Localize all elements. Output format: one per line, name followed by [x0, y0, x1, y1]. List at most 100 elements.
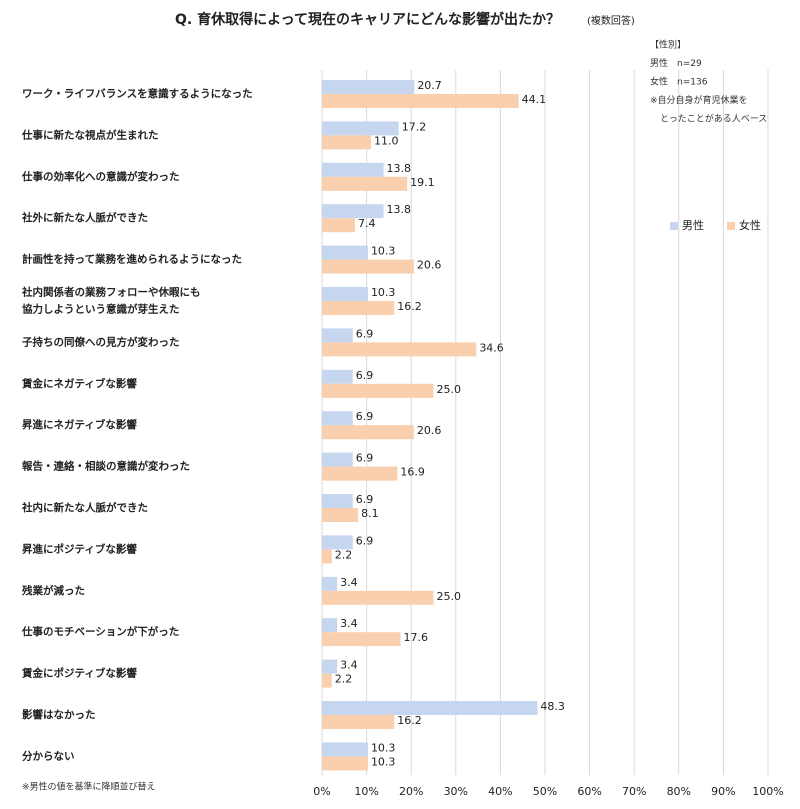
bar	[322, 659, 338, 674]
x-tick-label: 90%	[711, 785, 735, 798]
note: とったことがある人ベース	[660, 113, 767, 125]
bar	[322, 618, 338, 633]
category-label: 影響はなかった	[22, 708, 96, 721]
bar	[322, 121, 399, 136]
bar	[322, 549, 332, 564]
category-label: 昇進にネガティブな影響	[22, 418, 137, 431]
x-tick-label: 40%	[488, 785, 512, 798]
bar	[322, 80, 415, 94]
value-label: 16.2	[397, 300, 422, 313]
category-label: 計画性を持って業務を進められるようになった	[22, 253, 242, 266]
value-label: 7.4	[358, 217, 376, 230]
category-label: 社内に新たな人脈ができた	[21, 501, 148, 514]
category-label: 仕事に新たな視点が生まれた	[21, 128, 159, 141]
value-label: 6.9	[356, 534, 374, 547]
value-label: 16.9	[400, 466, 425, 479]
bar	[322, 425, 414, 440]
bar	[322, 673, 332, 688]
x-tick-label: 100%	[752, 785, 783, 798]
note: 男性 n=29	[650, 57, 702, 69]
bar	[322, 383, 434, 398]
x-tick-label: 30%	[444, 785, 468, 798]
bar	[322, 508, 359, 522]
value-label: 3.4	[340, 576, 358, 589]
value-label: 13.8	[387, 203, 412, 216]
legend-swatch	[727, 222, 735, 230]
note: 【性別】	[650, 39, 686, 51]
legend-swatch	[670, 222, 678, 230]
value-label: 34.6	[479, 341, 504, 354]
chart-title: Q. 育休取得によって現在のキャリアにどんな影響が出たか？	[175, 11, 560, 28]
bar	[322, 535, 353, 550]
category-label: 子持ちの同僚への見方が変わった	[22, 335, 180, 348]
value-label: 13.8	[387, 162, 412, 175]
value-label: 3.4	[340, 659, 358, 672]
bar	[322, 715, 395, 729]
bar	[322, 342, 477, 357]
footnote: ※男性の値を基準に降順並び替え	[22, 781, 156, 793]
bar	[322, 494, 353, 508]
value-label: 11.0	[374, 134, 399, 147]
category-label: 昇進にポジティブな影響	[22, 542, 137, 555]
value-label: 2.2	[335, 673, 353, 686]
value-label: 8.1	[361, 507, 379, 520]
x-tick-label: 60%	[577, 785, 601, 798]
bar	[322, 328, 353, 343]
category-label: 仕事の効率化への意識が変わった	[21, 170, 180, 183]
value-label: 44.1	[522, 93, 547, 106]
x-tick-label: 50%	[533, 785, 557, 798]
bar	[322, 301, 395, 315]
value-label: 6.9	[356, 452, 374, 465]
bar	[322, 411, 353, 426]
bar	[322, 756, 368, 771]
x-tick-label: 80%	[667, 785, 691, 798]
value-label: 10.3	[371, 286, 396, 299]
legend-label: 男性	[682, 218, 704, 232]
category-label: 残業が減った	[22, 584, 85, 597]
value-label: 20.6	[417, 259, 442, 272]
bar	[322, 701, 538, 715]
value-label: 25.0	[437, 590, 462, 603]
value-label: 10.3	[371, 755, 396, 768]
bar	[322, 369, 353, 384]
value-label: 3.4	[340, 617, 358, 630]
value-label: 19.1	[410, 176, 435, 189]
category-label: 仕事のモチベーションが下がった	[21, 625, 179, 638]
category-label: ワーク・ライフバランスを意識するようになった	[22, 87, 253, 100]
value-label: 20.7	[417, 79, 442, 92]
x-tick-label: 20%	[399, 785, 423, 798]
bar	[322, 632, 401, 647]
bar	[322, 259, 414, 274]
bar	[322, 742, 368, 757]
value-label: 6.9	[356, 410, 374, 423]
x-tick-label: 10%	[354, 785, 378, 798]
chart-subtitle: (複数回答)	[587, 14, 635, 27]
value-label: 6.9	[356, 369, 374, 382]
bar	[322, 452, 353, 467]
category-label: 報告・連絡・相談の意識が変わった	[22, 460, 190, 473]
bar	[322, 218, 356, 233]
legend-label: 女性	[739, 218, 761, 232]
bar	[322, 466, 398, 481]
value-label: 25.0	[437, 383, 462, 396]
value-label: 2.2	[335, 548, 353, 561]
note: 女性 n=136	[650, 76, 708, 88]
bar	[322, 576, 338, 591]
bar	[322, 287, 368, 301]
category-label: 社内関係者の業務フォローや休暇にも協力しようという意識が芽生えた	[21, 286, 201, 316]
bar	[322, 135, 372, 150]
bar	[322, 245, 368, 260]
category-label: 賃金にネガティブな影響	[21, 377, 137, 390]
value-label: 6.9	[356, 327, 374, 340]
value-label: 48.3	[540, 700, 565, 713]
value-label: 20.6	[417, 424, 442, 437]
value-label: 17.6	[403, 631, 428, 644]
value-label: 10.3	[371, 245, 396, 258]
value-label: 17.2	[402, 120, 427, 133]
bar	[322, 590, 434, 605]
value-label: 10.3	[371, 741, 396, 754]
category-label: 分からない	[22, 749, 75, 762]
bar	[322, 176, 408, 191]
x-tick-label: 70%	[622, 785, 646, 798]
